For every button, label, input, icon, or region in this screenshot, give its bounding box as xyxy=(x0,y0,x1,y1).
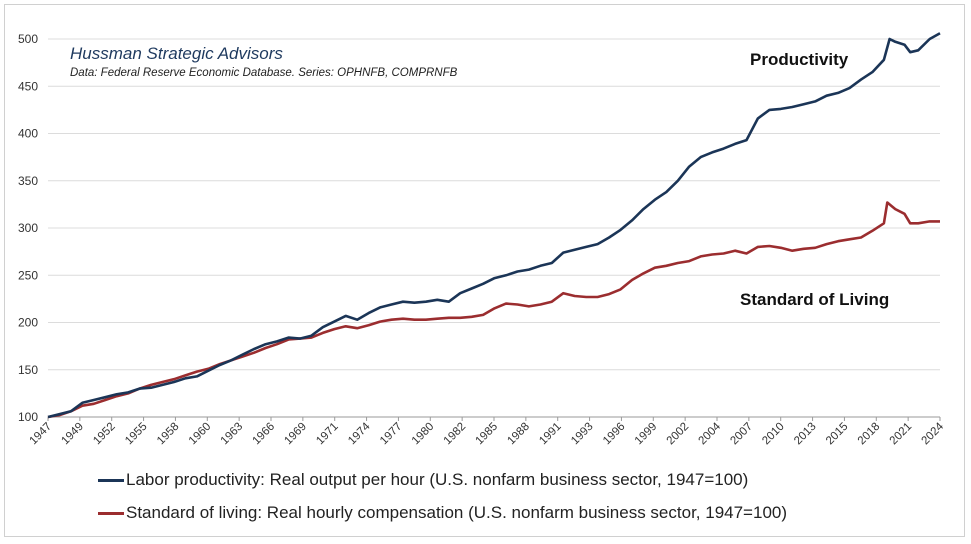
x-tick-label: 2015 xyxy=(824,421,851,448)
x-tick-label: 1949 xyxy=(59,421,86,448)
y-tick-label: 150 xyxy=(18,363,38,377)
y-tick-label: 500 xyxy=(18,32,38,46)
legend-item-standard-of-living: Standard of living: Real hourly compensa… xyxy=(98,503,787,523)
x-tick-label: 2002 xyxy=(665,421,692,448)
x-tick-label: 2013 xyxy=(792,421,819,448)
x-tick-label: 2010 xyxy=(760,421,787,448)
x-tick-label: 1955 xyxy=(123,421,150,448)
y-tick-label: 450 xyxy=(18,79,38,93)
annotation-productivity: Productivity xyxy=(750,50,849,69)
x-tick-label: 1991 xyxy=(537,421,564,448)
x-tick-label: 2007 xyxy=(728,421,755,448)
x-tick-label: 1966 xyxy=(251,421,278,448)
x-tick-label: 1971 xyxy=(314,421,341,448)
y-tick-label: 100 xyxy=(18,410,38,424)
x-tick-label: 1969 xyxy=(282,421,309,448)
x-tick-label: 1999 xyxy=(633,421,660,448)
x-tick-label: 1985 xyxy=(474,421,501,448)
chart-source: Data: Federal Reserve Economic Database.… xyxy=(70,67,458,79)
x-tick-label: 2004 xyxy=(697,420,724,447)
legend-label-standard-of-living: Standard of living: Real hourly compensa… xyxy=(126,503,788,522)
legend-label-productivity: Labor productivity: Real output per hour… xyxy=(126,470,749,489)
series-line-productivity xyxy=(47,32,941,419)
x-tick-label: 1988 xyxy=(505,421,532,448)
x-tick-label: 1947 xyxy=(28,421,55,448)
x-tick-label: 1974 xyxy=(346,420,373,447)
x-tick-label: 1960 xyxy=(187,421,214,448)
y-tick-label: 200 xyxy=(18,316,38,330)
x-tick-label: 1963 xyxy=(219,421,246,448)
chart-credit: Hussman Strategic Advisors xyxy=(70,44,283,63)
y-tick-label: 400 xyxy=(18,127,38,141)
x-tick-label: 1977 xyxy=(378,421,405,448)
y-tick-label: 350 xyxy=(18,174,38,188)
x-tick-label: 2018 xyxy=(856,421,883,448)
legend-item-productivity: Labor productivity: Real output per hour… xyxy=(98,470,748,490)
x-tick-label: 2024 xyxy=(920,420,947,447)
series-line-standard-of-living xyxy=(47,201,940,419)
x-tick-label: 1996 xyxy=(601,421,628,448)
y-tick-label: 300 xyxy=(18,221,38,235)
x-tick-label: 1952 xyxy=(91,421,118,448)
x-tick-label: 1980 xyxy=(410,421,437,448)
x-tick-label: 2021 xyxy=(888,421,915,448)
x-tick-label: 1982 xyxy=(442,421,469,448)
legend-swatch-standard-of-living xyxy=(98,511,124,515)
x-tick-label: 1993 xyxy=(569,421,596,448)
x-tick-label: 1958 xyxy=(155,421,182,448)
annotation-standard-of-living: Standard of Living xyxy=(740,290,890,309)
chart-frame xyxy=(4,4,965,537)
y-tick-label: 250 xyxy=(18,268,38,282)
legend-swatch-productivity xyxy=(98,478,124,482)
